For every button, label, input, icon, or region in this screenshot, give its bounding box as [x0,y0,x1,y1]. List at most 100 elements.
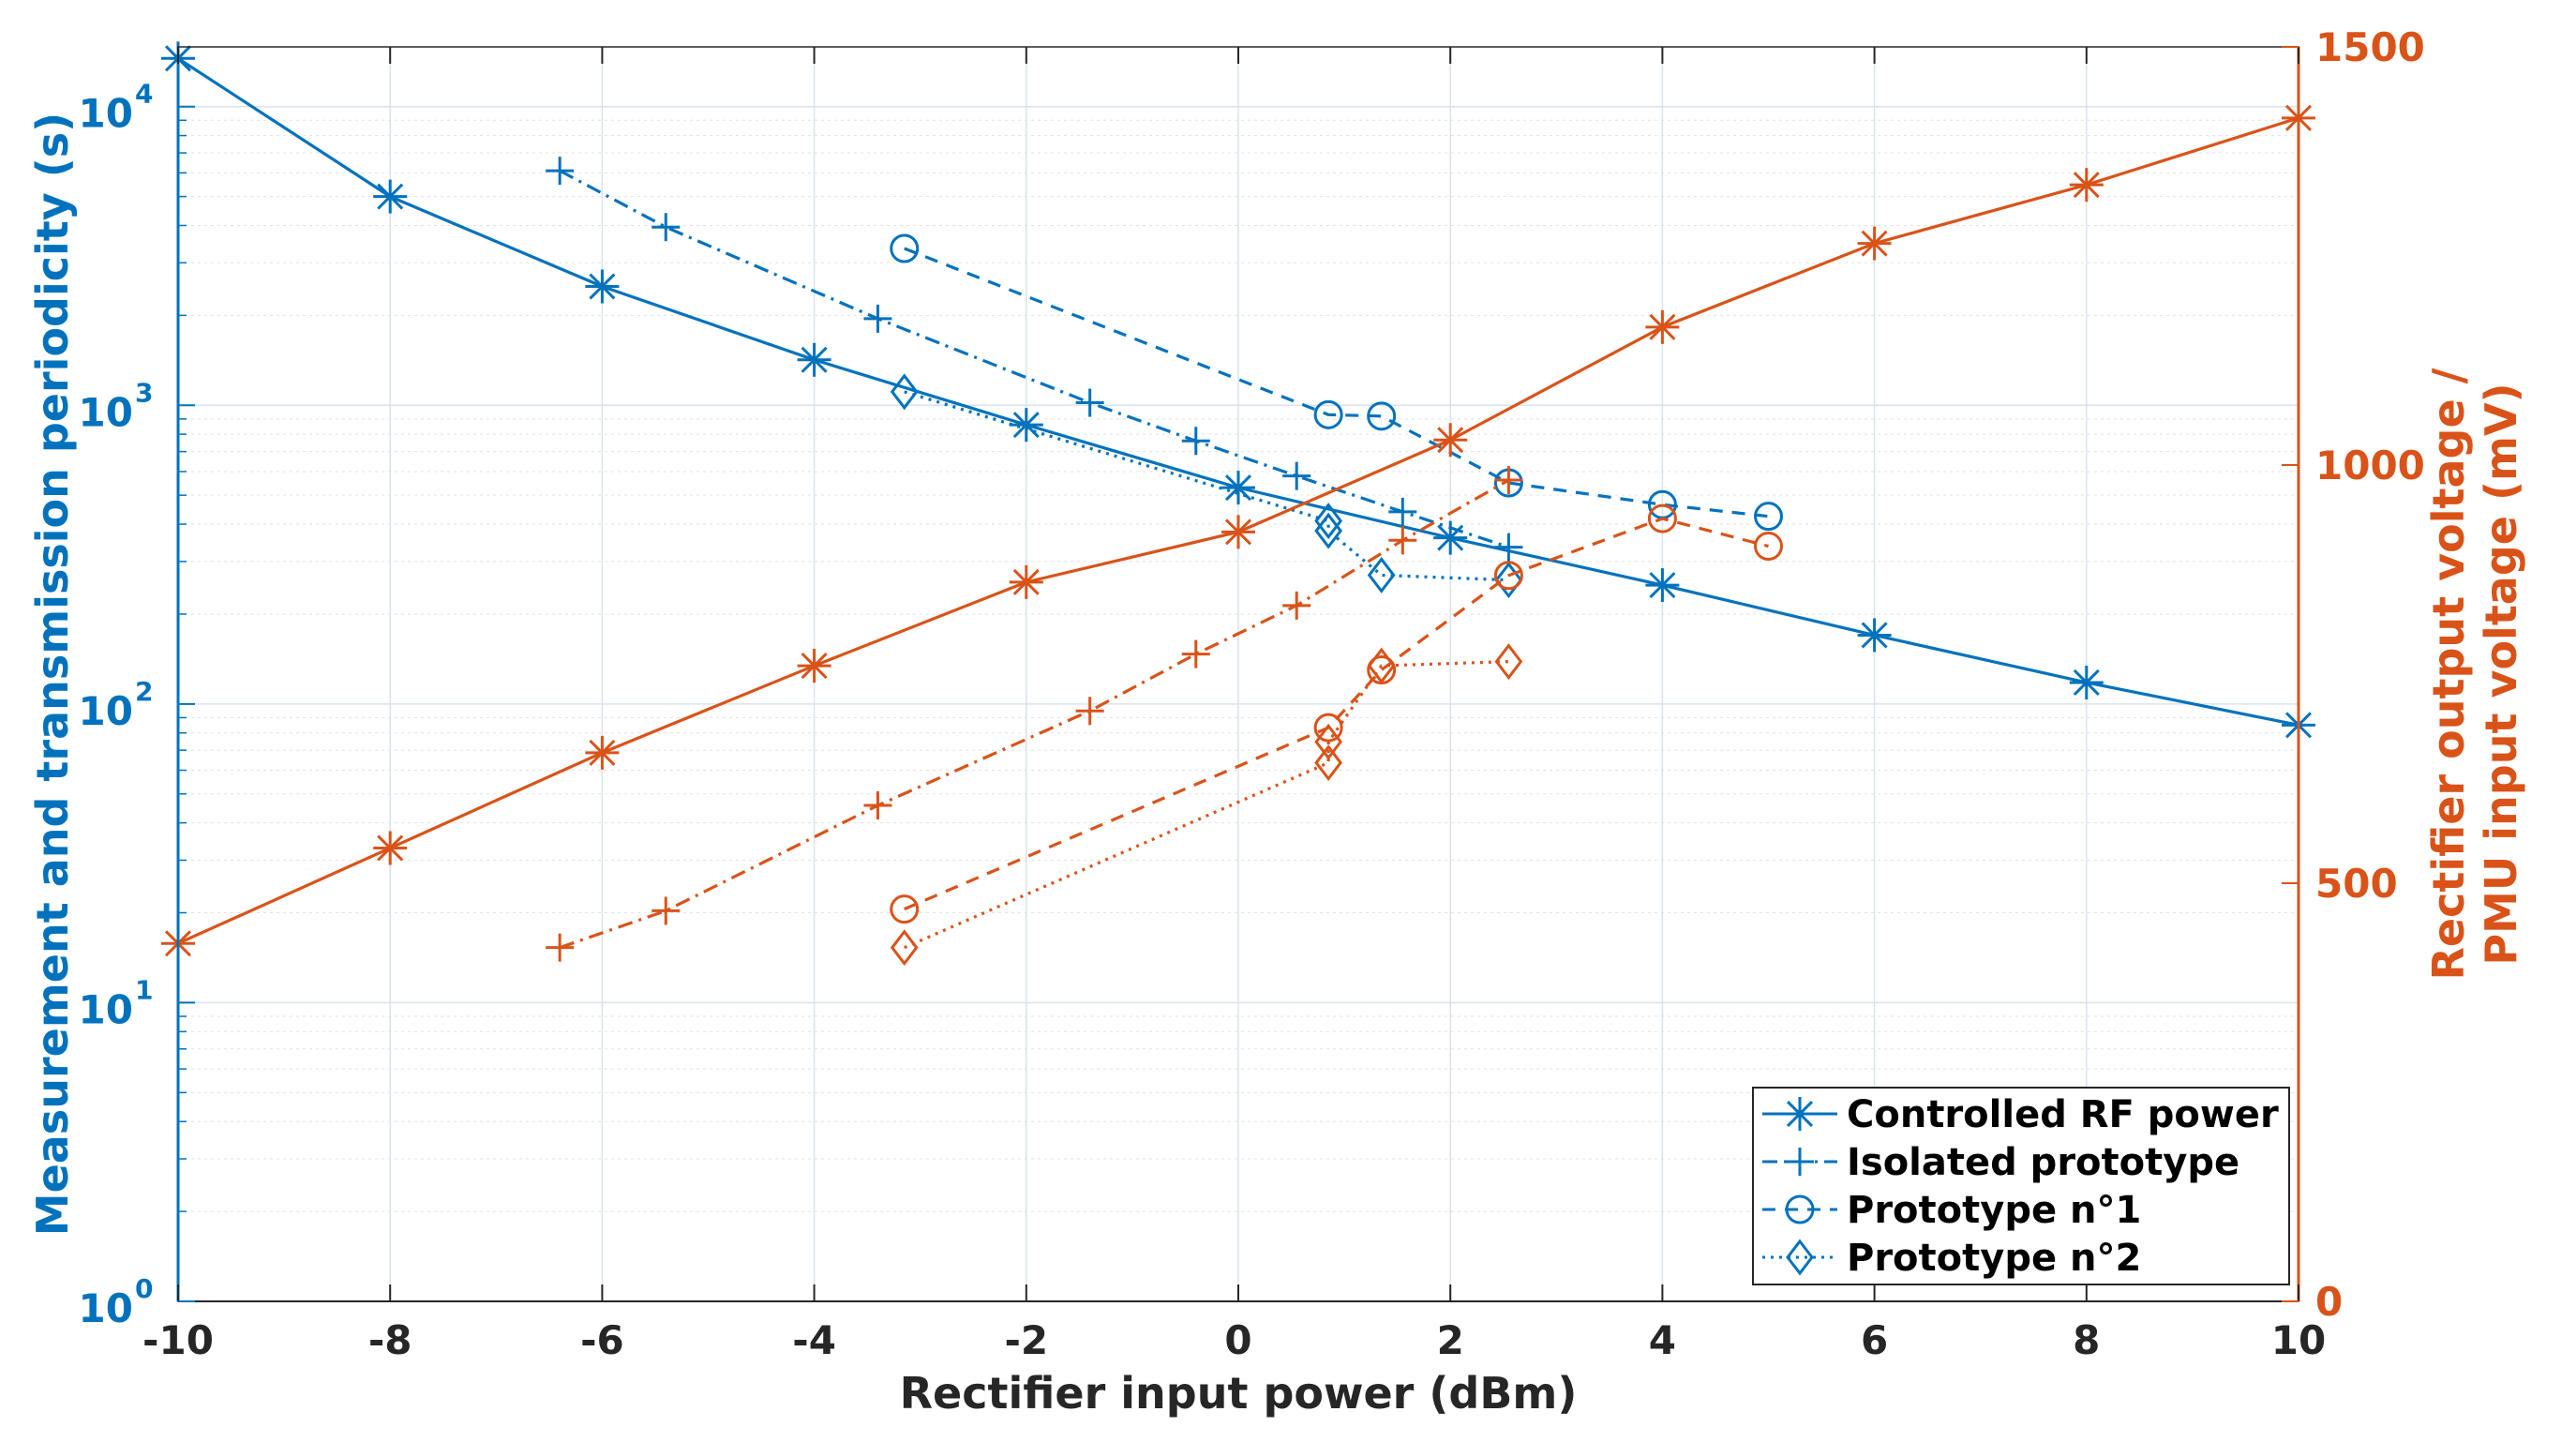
data-point [1009,408,1043,443]
y-right-tick-label: 1000 [2315,443,2425,488]
data-point [373,831,408,865]
y-right-tick-label: 0 [2315,1279,2343,1325]
y-left-tick-label: 10 [79,91,133,137]
series-7 [890,643,1523,967]
data-point [1314,723,1343,760]
data-point [1314,744,1343,782]
data-point [1494,533,1523,562]
y-right-axis-title: Rectifier output voltage /PMU input volt… [2423,368,2526,980]
series-5 [546,466,1523,962]
data-point [863,791,892,820]
data-point [797,649,831,683]
y-left-tick-exponent: 2 [135,676,153,707]
series-3 [890,373,1523,599]
legend-marker [1786,1239,1814,1276]
legend-marker [1785,1194,1815,1224]
data-point [1647,503,1677,533]
data-point [1181,639,1210,668]
x-tick-label: -6 [580,1317,624,1363]
data-point [1388,497,1417,526]
y-left-tick-exponent: 1 [135,974,153,1005]
data-point [1313,399,1343,429]
x-tick-label: 10 [2271,1317,2326,1363]
data-point [1367,556,1396,593]
series-line [904,517,1769,911]
data-point [1221,515,1255,549]
data-point [1367,647,1396,684]
x-tick-label: 8 [2073,1317,2100,1363]
data-point [585,735,620,770]
y-left-tick-label: 10 [79,1285,133,1331]
legend-label: Isolated prototype [1847,1141,2239,1184]
x-axis-title: Rectifier input power (dBm) [900,1368,1578,1419]
data-point [1075,388,1104,417]
y-left-tick-exponent: 3 [135,377,153,408]
x-tick-label: 4 [1649,1317,1676,1363]
y-left-tick-label: 10 [79,986,133,1032]
x-tick-label: -2 [1004,1317,1048,1363]
x-tick-label: 0 [1224,1317,1251,1363]
legend-entry: Isolated prototype [1762,1141,2239,1184]
y-left-tick-exponent: 4 [135,79,153,110]
y-left-tick-exponent: 0 [135,1273,153,1304]
data-point [1494,643,1523,681]
legend-box [1752,1087,2290,1285]
data-point [1314,503,1343,540]
y-left-tick-label: 10 [79,389,133,435]
legend-entry: Controlled RF power [1762,1093,2279,1136]
data-point [546,157,575,186]
legend: Controlled RF power Isolated prototype Pro… [1752,1087,2290,1285]
data-point [651,213,681,242]
data-point [546,933,575,962]
data-point [2069,168,2104,203]
series-6 [890,503,1783,924]
x-tick-label: 2 [1437,1317,1464,1363]
legend-label: Controlled RF power [1847,1093,2279,1136]
y-left-tick-label: 10 [79,688,133,734]
data-point [1494,466,1523,495]
axis-titles: Rectifier input power (dBm) Measurement a… [27,113,2526,1419]
data-point [2069,665,2104,699]
data-point [890,929,919,967]
data-point [651,896,681,925]
data-point [1009,564,1043,599]
data-point [1367,401,1397,431]
series-1 [546,157,1523,562]
legend-marker [1786,1148,1814,1176]
series-line [904,660,1509,950]
data-point [890,233,920,263]
y-right-axis-title-line: PMU input voltage (mV) [2476,383,2526,965]
data-point [1433,423,1468,458]
data-point [890,373,919,411]
x-tick-label: -4 [792,1317,836,1363]
y-right-axis-title-line: Rectifier output voltage / [2423,368,2474,980]
data-point [373,179,408,214]
series-line [559,478,1510,950]
data-point [1493,561,1523,591]
data-point [1314,512,1343,549]
x-tick-label: 6 [1861,1317,1888,1363]
x-tick-label: -8 [368,1317,412,1363]
x-tick-label: -10 [142,1317,214,1363]
y-right-tick-label: 500 [2315,861,2398,907]
data-point [585,269,620,304]
data-point [890,894,920,924]
series-4 [161,100,2315,961]
data-point [1754,532,1783,562]
data-point [1181,427,1210,456]
legend-marker [1783,1097,1817,1131]
legend-label: Prototype n°1 [1847,1189,2141,1232]
series-line [904,390,1509,582]
series-line [559,169,1509,549]
data-point [1645,568,1680,603]
data-point [1282,461,1311,490]
legend-entry: Prototype n°1 [1762,1189,2141,1232]
legend-label: Prototype n°2 [1847,1237,2141,1280]
data-point [1221,471,1255,505]
data-point [1645,309,1680,344]
y-right-tick-label: 1500 [2315,24,2425,70]
series-layer [161,41,2315,967]
legend-entry: Prototype n°2 [1762,1237,2141,1280]
data-point [863,304,892,333]
